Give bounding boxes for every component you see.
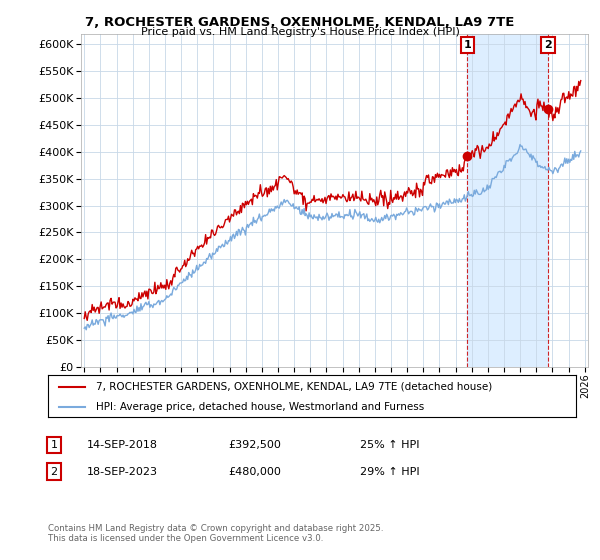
Text: 2: 2 xyxy=(50,466,58,477)
Text: 7, ROCHESTER GARDENS, OXENHOLME, KENDAL, LA9 7TE: 7, ROCHESTER GARDENS, OXENHOLME, KENDAL,… xyxy=(85,16,515,29)
Text: 7, ROCHESTER GARDENS, OXENHOLME, KENDAL, LA9 7TE (detached house): 7, ROCHESTER GARDENS, OXENHOLME, KENDAL,… xyxy=(95,382,492,392)
Text: 1: 1 xyxy=(50,440,58,450)
Text: Price paid vs. HM Land Registry's House Price Index (HPI): Price paid vs. HM Land Registry's House … xyxy=(140,27,460,37)
Text: 14-SEP-2018: 14-SEP-2018 xyxy=(87,440,158,450)
Text: 1: 1 xyxy=(463,40,471,50)
Bar xyxy=(467,34,548,367)
Text: 25% ↑ HPI: 25% ↑ HPI xyxy=(360,440,419,450)
Text: Contains HM Land Registry data © Crown copyright and database right 2025.
This d: Contains HM Land Registry data © Crown c… xyxy=(48,524,383,543)
Text: 2: 2 xyxy=(544,40,552,50)
Text: HPI: Average price, detached house, Westmorland and Furness: HPI: Average price, detached house, West… xyxy=(95,402,424,412)
Text: £392,500: £392,500 xyxy=(228,440,281,450)
Text: £480,000: £480,000 xyxy=(228,466,281,477)
Text: 29% ↑ HPI: 29% ↑ HPI xyxy=(360,466,419,477)
Text: 18-SEP-2023: 18-SEP-2023 xyxy=(87,466,158,477)
